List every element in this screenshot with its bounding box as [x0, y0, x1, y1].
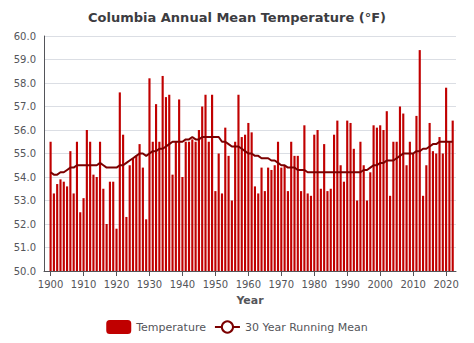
svg-text:1900: 1900: [38, 279, 63, 290]
svg-text:60.0: 60.0: [14, 31, 36, 42]
svg-text:57.0: 57.0: [14, 101, 36, 112]
svg-text:52.0: 52.0: [14, 219, 36, 230]
svg-text:1990: 1990: [335, 279, 360, 290]
svg-text:1950: 1950: [203, 279, 228, 290]
svg-text:2000: 2000: [367, 279, 392, 290]
svg-text:2010: 2010: [400, 279, 425, 290]
svg-text:53.0: 53.0: [14, 195, 36, 206]
svg-text:Columbia Annual Mean Temperatu: Columbia Annual Mean Temperature (°F): [88, 10, 386, 25]
svg-text:1910: 1910: [71, 279, 96, 290]
svg-text:Temperature: Temperature: [135, 321, 206, 334]
svg-text:Year: Year: [235, 294, 264, 307]
svg-text:1930: 1930: [137, 279, 162, 290]
svg-text:56.0: 56.0: [14, 125, 36, 136]
svg-text:58.0: 58.0: [14, 78, 36, 89]
svg-text:1970: 1970: [269, 279, 294, 290]
svg-text:50.0: 50.0: [14, 266, 36, 277]
svg-text:55.0: 55.0: [14, 148, 36, 159]
svg-text:51.0: 51.0: [14, 242, 36, 253]
svg-text:30 Year Running Mean: 30 Year Running Mean: [245, 321, 368, 334]
svg-text:59.0: 59.0: [14, 54, 36, 65]
svg-text:1920: 1920: [104, 279, 129, 290]
svg-text:1940: 1940: [170, 279, 195, 290]
svg-text:54.0: 54.0: [14, 172, 36, 183]
svg-text:1960: 1960: [236, 279, 261, 290]
svg-text:1980: 1980: [302, 279, 327, 290]
svg-text:2020: 2020: [433, 279, 458, 290]
